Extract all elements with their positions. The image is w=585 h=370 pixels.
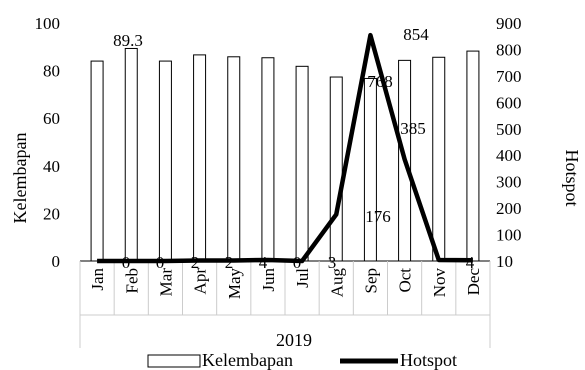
bar-kelembapan-aug <box>329 76 343 262</box>
bar-kelembapan-may <box>227 56 241 262</box>
x-tick-label-dec: Dec <box>464 268 483 296</box>
data-label-hotspot-oct: 854 <box>403 25 429 44</box>
data-label-hotspot-aug: 176 <box>365 207 391 226</box>
x-tick-label-jun: Jun <box>259 268 278 292</box>
x-tick-label-mar: Mar <box>156 268 175 297</box>
x-tick-label-jul: Jul <box>293 268 312 288</box>
data-label-hotspot-apr: 2 <box>191 253 200 272</box>
legend-label-kelembapan: Kelembapan <box>202 350 293 370</box>
y-left-tick-label: 100 <box>35 14 61 33</box>
data-label-hotspot-feb: 0 <box>122 253 131 272</box>
data-label-hotspot-dec: 4 <box>466 253 475 272</box>
x-tick-label-may: May <box>225 268 244 300</box>
legend-swatch-kelembapan <box>147 354 201 368</box>
data-label-hotspot-nov: 385 <box>400 119 426 138</box>
legend-label-hotspot: Hotspot <box>400 350 457 370</box>
y-right-tick-label: 100 <box>496 226 522 245</box>
y-right-tick-label: 600 <box>496 93 522 112</box>
data-label-hotspot-mar: 0 <box>156 253 165 272</box>
data-label-hotspot-jul: 0 <box>293 253 302 272</box>
y-right-tick-label: 10 <box>496 252 513 271</box>
bar-kelembapan-jun <box>261 57 275 262</box>
x-tick-label-apr: Apr <box>191 268 210 295</box>
y-left-tick-label: 0 <box>52 252 61 271</box>
data-labels-layer: 89.3 0 0 2 2 4 0 3 176 768 854 385 4 <box>113 25 475 272</box>
data-label-hotspot-jun: 4 <box>259 253 268 272</box>
x-tick-label-feb: Feb <box>122 268 141 294</box>
x-tick-label-nov: Nov <box>430 268 449 298</box>
y-right-tick-label: 200 <box>496 199 522 218</box>
legend: Kelembapan Hotspot <box>147 350 457 370</box>
y-right-axis-title: Hotspot <box>562 149 582 206</box>
y-right-tick-label: 500 <box>496 120 522 139</box>
y-left-tick-label: 60 <box>43 109 60 128</box>
hotspot-line-layer <box>97 32 473 264</box>
bar-kelembapan-jan <box>90 60 104 262</box>
y-right-tick-label: 800 <box>496 40 522 59</box>
y-right-tick-label: 400 <box>496 146 522 165</box>
data-label-hotspot-may: 2 <box>225 253 234 272</box>
y-right-tick-label: 300 <box>496 173 522 192</box>
data-label-kelembapan-sep: 768 <box>367 72 393 91</box>
y-left-tick-label: 40 <box>43 157 60 176</box>
bar-kelembapan-dec <box>466 50 480 262</box>
x-tick-label-sep: Sep <box>361 268 380 294</box>
y-right-tick-label: 900 <box>496 14 522 33</box>
y-left-tick-label: 20 <box>43 204 60 223</box>
x-tick-label-oct: Oct <box>396 268 415 293</box>
bar-kelembapan-sep <box>363 77 377 262</box>
bar-kelembapan-jul <box>295 65 309 262</box>
hotspot-series-line <box>97 32 473 264</box>
x-tick-label-aug: Aug <box>327 268 346 298</box>
y-right-tick-label: 700 <box>496 67 522 86</box>
bar-kelembapan-apr <box>193 54 207 262</box>
y-left-axis-title: Kelembapan <box>10 133 30 224</box>
data-label-kelembapan-feb: 89.3 <box>113 31 143 50</box>
group-label: 2019 <box>276 330 312 350</box>
bar-kelembapan-nov <box>432 56 446 262</box>
x-tick-label-jan: Jan <box>88 268 107 291</box>
y-left-tick-label: 80 <box>43 62 60 81</box>
bars-layer <box>90 47 480 262</box>
bar-kelembapan-feb <box>124 47 138 262</box>
axes-layer: Jan Feb Mar Apr May Jun Jul Aug Sep Oct Nov Dec0204… <box>35 14 522 348</box>
bar-kelembapan-mar <box>158 60 172 262</box>
data-label-hotspot-aug: 3 <box>328 253 337 272</box>
